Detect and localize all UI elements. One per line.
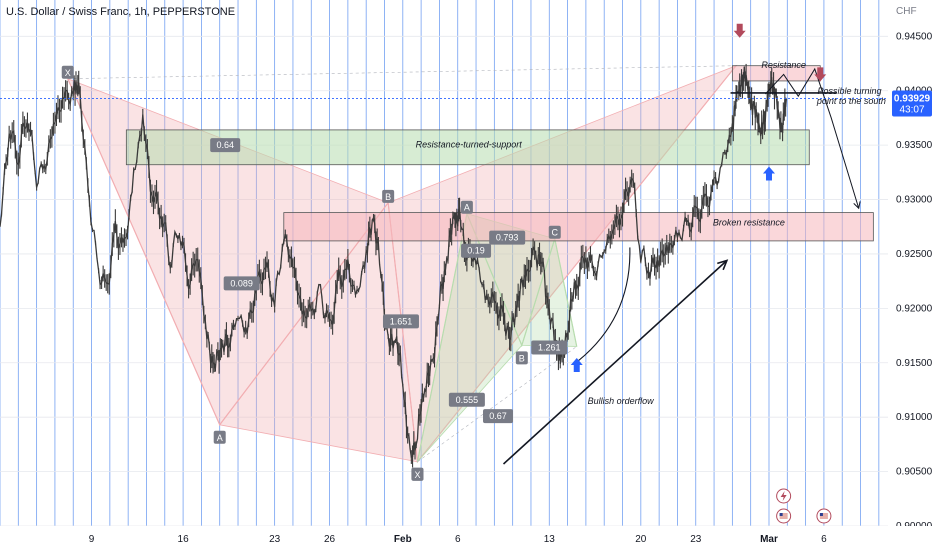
countdown-label: 43:07 — [899, 104, 924, 115]
y-tick-label: 0.91500 — [896, 358, 932, 369]
currency-label: CHF — [896, 6, 917, 17]
pattern-point-label: B — [519, 353, 525, 363]
ratio-label: 0.089 — [230, 278, 253, 288]
annotation-text: Bullish orderflow — [588, 396, 655, 406]
annotation-text: Resistance — [761, 60, 806, 70]
x-tick-label: 13 — [544, 534, 556, 545]
ratio-box — [223, 276, 260, 291]
y-axis: 0.900000.905000.910000.915000.920000.925… — [888, 0, 932, 550]
ratio-box — [210, 138, 241, 153]
y-tick-label: 0.91000 — [896, 412, 932, 423]
pattern-ratio-line — [417, 346, 577, 463]
ratio-label: 0.555 — [456, 395, 479, 405]
pattern-point-box — [411, 467, 424, 481]
pattern-point-box — [61, 65, 74, 79]
projection-arrowhead — [853, 201, 861, 210]
pattern-point-label: A — [464, 203, 470, 213]
pattern-point-label: B — [385, 192, 391, 202]
annotation-text: point to the south — [816, 96, 886, 106]
x-tick-label: 26 — [324, 534, 336, 545]
ratio-label: 0.67 — [489, 411, 507, 421]
x-tick-label: 23 — [269, 534, 281, 545]
pattern-point-label: X — [65, 68, 71, 78]
price-line — [0, 67, 788, 458]
ratio-box — [461, 243, 492, 258]
ratio-label: 0.19 — [467, 246, 485, 256]
ratio-box — [489, 230, 526, 245]
fibonacci-ratio-labels: 0.64 0.089 1.651 0.555 0.67 0.793 0.19 1.261 — [210, 138, 568, 424]
bullish-trend-arrowhead — [717, 259, 729, 271]
y-tick-label: 0.93000 — [896, 195, 932, 206]
y-tick-label: 0.90500 — [896, 467, 932, 478]
pattern-point-label: A — [217, 433, 223, 443]
support-resistance-zones — [125, 65, 874, 242]
x-tick-label: Feb — [394, 534, 412, 545]
x-tick-label: 9 — [89, 534, 95, 545]
x-tick-label: Mar — [760, 534, 778, 545]
y-tick-label: 0.94500 — [896, 31, 932, 42]
ratio-label: 0.64 — [216, 140, 234, 150]
ratio-label: 0.793 — [496, 233, 519, 243]
x-tick-label: 16 — [178, 534, 190, 545]
pattern-point-box — [515, 351, 528, 365]
x-axis: 9 16 23 26 Feb 6 13 20 23 Mar 6 — [0, 526, 932, 550]
ratio-label: 1.261 — [538, 343, 561, 353]
vertical-grid-lines — [0, 0, 880, 526]
x-tick-label: 6 — [821, 534, 827, 545]
zone-box — [283, 212, 874, 242]
red-down-arrow-icon — [814, 67, 827, 82]
event-icons — [776, 488, 832, 524]
blue-up-arrow-icon — [762, 166, 775, 181]
annotation-text: Resistance-turned-support — [416, 139, 523, 149]
y-tick-label: 0.93500 — [896, 140, 932, 151]
flag-canton — [819, 513, 823, 516]
flag-canton — [779, 513, 783, 516]
pattern-point-box — [460, 200, 473, 214]
pattern-point-box — [548, 225, 561, 239]
blue-up-arrow-icon — [570, 358, 583, 373]
annotation-text: Broken resistance — [713, 218, 785, 228]
pattern-point-labels: XABXXABC — [61, 65, 561, 481]
pattern-point-label: X — [414, 470, 420, 480]
ratio-box — [483, 409, 514, 424]
ratio-box — [448, 392, 485, 407]
annotation-text: Possible turning — [818, 86, 882, 96]
orderflow-curve — [578, 247, 631, 362]
current-price-label: 0.93929 — [894, 93, 931, 104]
x-tick-label: 6 — [455, 534, 461, 545]
chart-title: U.S. Dollar / Swiss Franc, 1h, PEPPERSTO… — [6, 6, 236, 18]
projection-path — [764, 67, 860, 209]
pattern-leg-line — [416, 211, 578, 462]
x-axis-background — [0, 526, 932, 550]
ratio-box — [531, 340, 568, 355]
red-down-arrow-icon — [733, 23, 746, 38]
ratio-label: 1.651 — [390, 316, 413, 326]
y-tick-label: 0.92500 — [896, 249, 932, 260]
x-tick-label: 23 — [690, 534, 702, 545]
pattern-point-box — [382, 189, 395, 203]
pattern-point-label: C — [552, 228, 559, 238]
lightning-glyph — [780, 491, 787, 501]
current-price-tag — [892, 90, 932, 117]
pattern-point-box — [213, 430, 226, 444]
annotations: Resistance-turned-support Broken resistan… — [416, 60, 886, 406]
ratio-box — [382, 314, 419, 329]
price-series — [0, 63, 788, 468]
y-tick-label: 0.92000 — [896, 303, 932, 314]
bullish-trend-arrow — [502, 259, 728, 465]
x-tick-label: 20 — [635, 534, 647, 545]
